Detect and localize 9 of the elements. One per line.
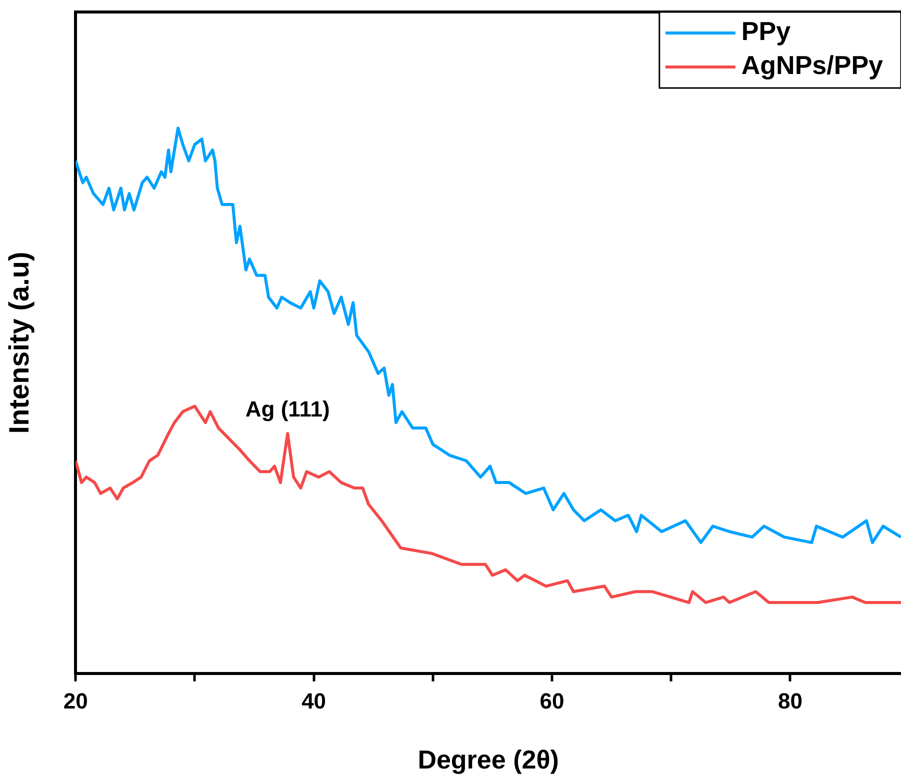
- annotation: Ag (111): [245, 396, 330, 422]
- x-tick-label: 60: [540, 688, 564, 714]
- legend-label: PPy: [741, 16, 792, 46]
- x-tick-label: 40: [302, 688, 326, 714]
- x-tick-label: 20: [63, 688, 88, 714]
- y-axis-title: Intensity (a.u): [4, 252, 35, 434]
- x-tick-label: 80: [778, 688, 802, 714]
- legend-label: AgNPs/PPy: [741, 50, 884, 80]
- x-axis-title: Degree (2θ): [418, 744, 559, 775]
